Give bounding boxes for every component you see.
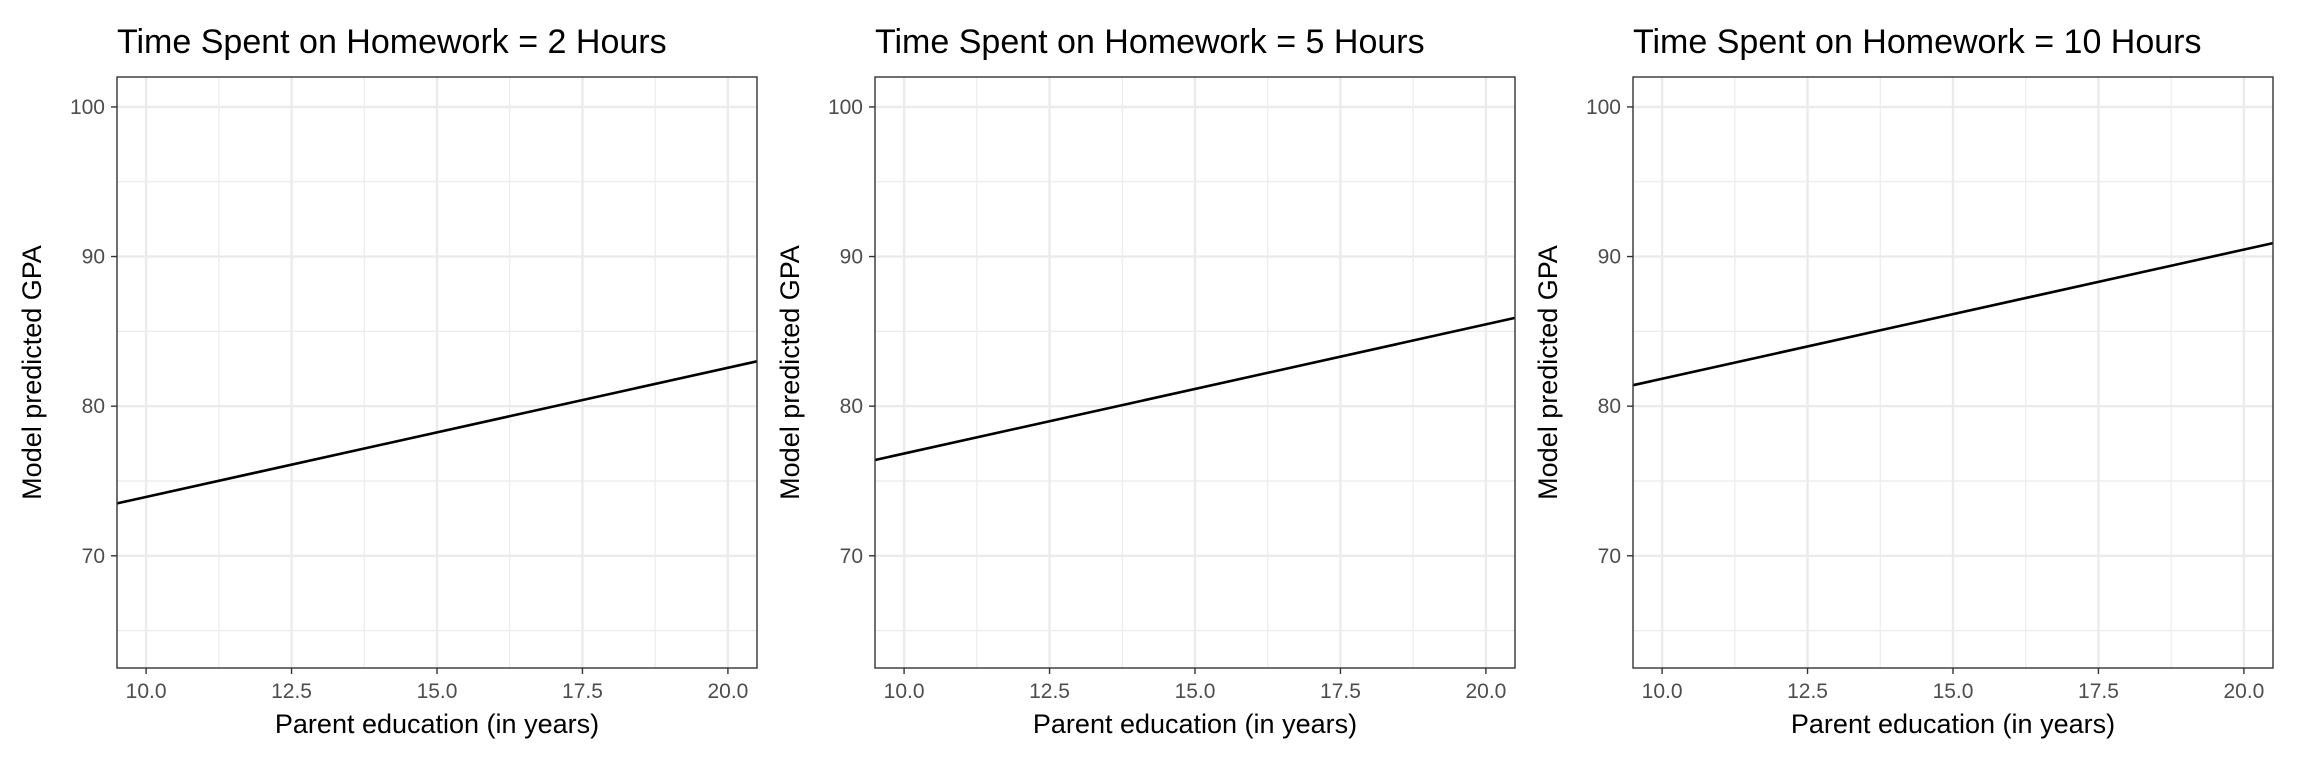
x-tick-label: 10.0 <box>126 680 167 703</box>
x-tick-label: 10.0 <box>1642 680 1683 703</box>
y-tick-label: 70 <box>840 545 863 568</box>
y-tick-label: 80 <box>82 395 105 418</box>
y-tick-label: 90 <box>1598 246 1621 269</box>
panel-title: Time Spent on Homework = 5 Hours <box>875 23 1425 61</box>
x-tick-label: 15.0 <box>417 680 458 703</box>
y-axis-title: Model predicted GPA <box>1533 245 1563 500</box>
x-tick-label: 12.5 <box>1029 680 1070 703</box>
series-line-1 <box>1632 241 2274 387</box>
y-axis-title: Model predicted GPA <box>17 245 47 500</box>
x-tick-label: 15.0 <box>1175 680 1216 703</box>
panel-2: 10.0 12.5 15.0 17.5 20.0 70 80 90 100 Time Spent … <box>775 23 1516 739</box>
x-axis-title: Parent education (in years) <box>1791 709 2115 739</box>
x-tick-label: 12.5 <box>271 680 312 703</box>
panel-title: Time Spent on Homework = 10 Hours <box>1633 23 2202 61</box>
y-tick-label: 100 <box>70 96 105 119</box>
y-tick-label: 90 <box>840 246 863 269</box>
x-tick-label: 12.5 <box>1787 680 1828 703</box>
x-tick-label: 17.5 <box>1320 680 1361 703</box>
series-line-1 <box>116 360 758 505</box>
y-tick-label: 90 <box>82 246 105 269</box>
x-tick-label: 20.0 <box>707 680 748 703</box>
y-tick-label: 80 <box>840 395 863 418</box>
x-tick-label: 10.0 <box>884 680 925 703</box>
y-tick-label: 70 <box>1598 545 1621 568</box>
x-tick-label: 15.0 <box>1933 680 1974 703</box>
x-axis-title: Parent education (in years) <box>1033 709 1357 739</box>
x-tick-label: 17.5 <box>2078 680 2119 703</box>
panel-1: 10.0 12.5 15.0 17.5 20.0 70 80 90 100 Time Spent … <box>17 23 758 739</box>
y-tick-label: 100 <box>828 96 863 119</box>
x-tick-label: 20.0 <box>1465 680 1506 703</box>
x-axis-title: Parent education (in years) <box>275 709 599 739</box>
y-axis-title: Model predicted GPA <box>775 245 805 500</box>
y-tick-label: 70 <box>82 545 105 568</box>
x-tick-label: 17.5 <box>562 680 603 703</box>
series-line-1 <box>874 316 1516 462</box>
y-tick-label: 80 <box>1598 395 1621 418</box>
panel-3: 10.0 12.5 15.0 17.5 20.0 70 80 90 100 Time Spent … <box>1533 23 2274 739</box>
y-tick-label: 100 <box>1586 96 1621 119</box>
x-tick-label: 20.0 <box>2223 680 2264 703</box>
panel-title: Time Spent on Homework = 2 Hours <box>117 23 667 61</box>
